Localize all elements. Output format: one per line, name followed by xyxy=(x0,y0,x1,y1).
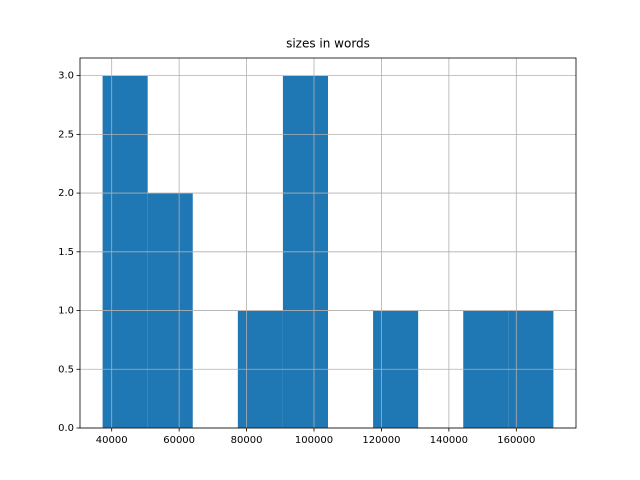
axes-frame xyxy=(79,57,577,429)
x-tick-label: 80000 xyxy=(231,435,263,446)
y-tick-label: 2.0 xyxy=(58,188,74,199)
x-tick-label: 140000 xyxy=(430,435,468,446)
y-tick-label: 0.0 xyxy=(58,423,74,434)
y-tick-label: 1.0 xyxy=(58,306,74,317)
x-tick-label: 160000 xyxy=(497,435,535,446)
x-tick-label: 100000 xyxy=(295,435,333,446)
y-tick-label: 2.5 xyxy=(58,129,74,140)
x-tick-label: 40000 xyxy=(96,435,128,446)
x-tick-label: 60000 xyxy=(163,435,195,446)
y-tick-label: 0.5 xyxy=(58,364,74,375)
chart-title: sizes in words xyxy=(286,37,370,51)
y-tick-label: 1.5 xyxy=(58,247,74,258)
y-tick-label: 3.0 xyxy=(58,71,74,82)
x-tick-label: 120000 xyxy=(362,435,400,446)
